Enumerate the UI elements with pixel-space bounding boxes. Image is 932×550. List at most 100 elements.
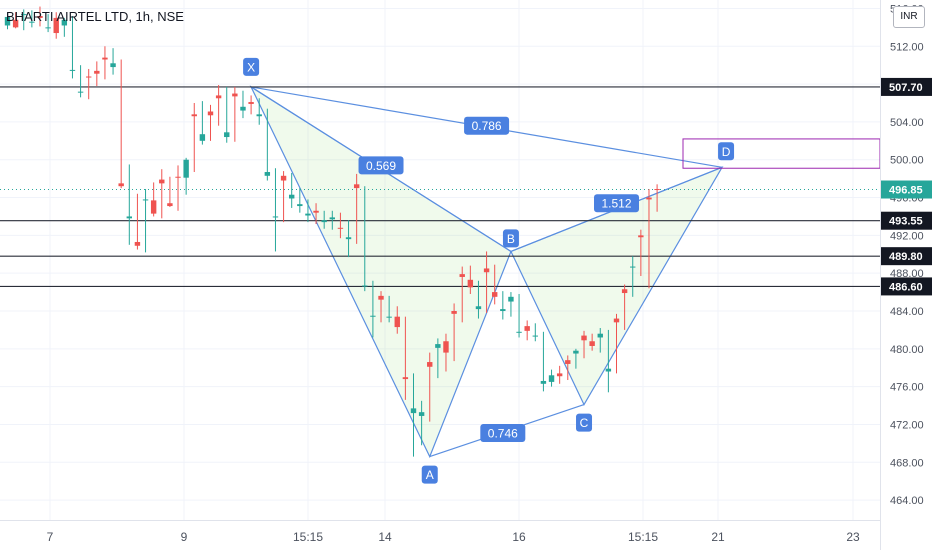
candle [297, 188, 303, 213]
price-tick-label: 480.00 [890, 344, 924, 356]
candle-body [329, 217, 335, 220]
candle-body [337, 227, 344, 229]
candle-body [621, 289, 628, 294]
candle [61, 17, 68, 37]
candle [175, 165, 181, 211]
candle [86, 68, 92, 100]
candle-body [516, 331, 522, 333]
candle-body [224, 132, 230, 138]
pattern-point-label-a: A [421, 465, 438, 484]
candle [191, 103, 197, 173]
candle-body [159, 179, 165, 184]
candle [589, 333, 595, 351]
candle-body [110, 63, 116, 68]
candle-body [524, 326, 530, 331]
candle [126, 164, 132, 245]
candle [142, 189, 149, 253]
candle [102, 46, 108, 80]
candle-body [378, 295, 384, 300]
candle [483, 251, 490, 313]
candle [573, 348, 579, 369]
candle-body [345, 237, 352, 240]
candle-body [386, 316, 392, 318]
ratio-label: 0.786 [464, 116, 510, 135]
candle [556, 365, 563, 384]
candle [362, 186, 368, 292]
currency-button[interactable]: INR [893, 6, 925, 28]
candle-body [638, 235, 644, 238]
level-price-label-text: 486.60 [889, 281, 923, 293]
candle-body [289, 194, 295, 199]
candle-body [532, 335, 538, 337]
candle-body [256, 114, 262, 117]
candle [418, 400, 425, 446]
candle [435, 338, 441, 379]
level-price-label-text: 507.70 [889, 82, 923, 94]
price-tick-label: 464.00 [890, 495, 924, 507]
time-tick-label: 15:15 [628, 530, 658, 544]
candle [581, 330, 587, 359]
price-tick-label: 504.00 [890, 117, 924, 129]
candle-body [167, 203, 173, 207]
candle [548, 369, 555, 387]
candle-body [45, 27, 51, 29]
price-tick-label: 500.00 [890, 155, 924, 167]
candle [4, 13, 11, 30]
candle [159, 169, 165, 219]
ratio-label-text: 0.786 [472, 119, 502, 133]
candle-body [29, 21, 35, 23]
candle-body [102, 57, 108, 60]
candle [613, 313, 620, 374]
candle [272, 168, 279, 252]
candle-body [581, 335, 587, 341]
candle [110, 48, 116, 75]
candle [524, 320, 530, 341]
time-tick-label: 21 [711, 530, 725, 544]
candle [451, 303, 457, 362]
candle [215, 85, 222, 126]
candle [345, 220, 352, 258]
candle-body [475, 306, 482, 310]
candle-body [597, 333, 603, 338]
candle-body [573, 350, 579, 354]
candle [118, 59, 124, 189]
candle [45, 14, 51, 33]
candle [475, 280, 482, 319]
candle-body [630, 266, 636, 268]
candle [29, 10, 35, 28]
prz-box [682, 138, 881, 169]
candle-body [589, 341, 595, 346]
candle-body [548, 375, 555, 382]
candle-body [207, 111, 214, 116]
candle-body [77, 91, 84, 93]
candle [264, 108, 271, 181]
price-tick-label: 492.00 [890, 230, 924, 242]
candle-body [183, 159, 189, 178]
candle [53, 12, 59, 39]
candle-body [12, 19, 19, 28]
candle [500, 291, 506, 320]
candle [77, 65, 84, 98]
candle-body [418, 412, 425, 416]
candle-body [142, 199, 149, 201]
candle-body [175, 176, 181, 178]
candle [492, 264, 498, 305]
candle-body [232, 93, 238, 97]
pattern-point-label-x-text: X [247, 60, 255, 74]
pattern-point-label-c: C [576, 413, 593, 432]
candle-body [53, 17, 59, 34]
candle-body [86, 76, 92, 78]
price-tick-label: 484.00 [890, 306, 924, 318]
candle [37, 6, 43, 27]
candle-body [483, 268, 490, 273]
candle [199, 101, 206, 145]
candle-body [21, 14, 27, 16]
candle-body [272, 216, 279, 218]
candle-body [191, 114, 197, 117]
candle [207, 104, 214, 141]
candle [150, 182, 157, 217]
candle [248, 95, 254, 115]
candle-body [353, 184, 360, 189]
candle-body [492, 292, 498, 297]
